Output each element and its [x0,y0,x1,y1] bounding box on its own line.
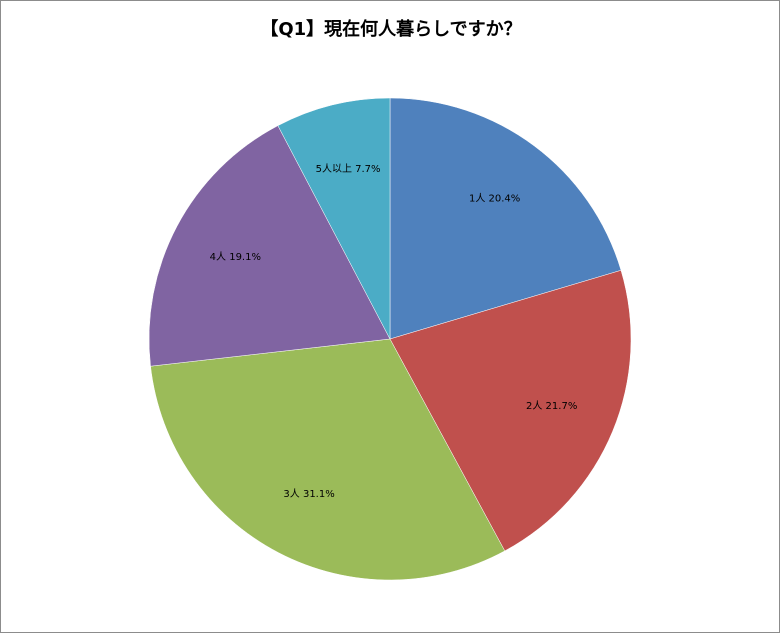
pie-slice-1 [389,97,622,340]
data-label-4: 4人 19.1% [210,251,261,263]
data-label-1: 1人 20.4% [469,193,520,205]
pie-slice-3 [150,338,506,581]
pie-slice-2 [389,269,632,552]
chart-title: 【Q1】現在何人暮らしですか？ [260,19,522,40]
data-label-5: 5人以上 7.7% [316,163,381,175]
pie-slice-5 [277,97,391,340]
data-label-2: 2人 21.7% [526,400,577,412]
data-label-3: 3人 31.1% [283,488,334,500]
pie-slice-4 [148,125,391,367]
